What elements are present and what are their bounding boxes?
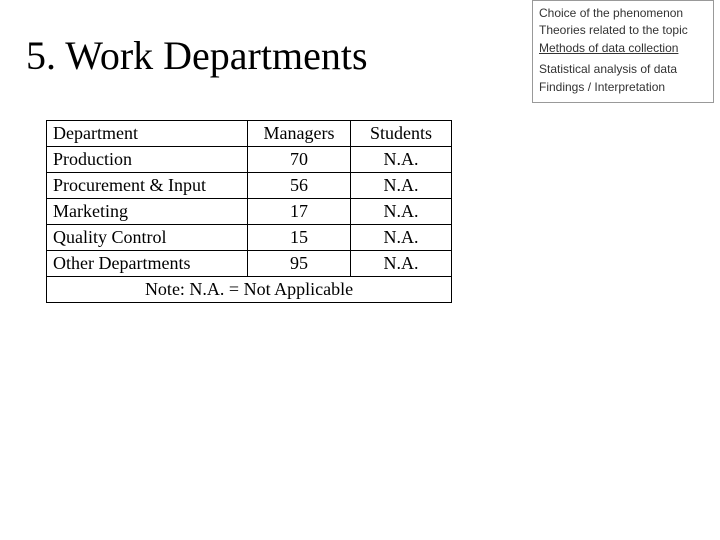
col-header-managers: Managers — [248, 121, 351, 147]
cell-students: N.A. — [351, 251, 452, 277]
cell-managers: 95 — [248, 251, 351, 277]
side-item: Statistical analysis of data — [539, 61, 707, 78]
table-row: Other Departments 95 N.A. — [47, 251, 452, 277]
table-row: Procurement & Input 56 N.A. — [47, 173, 452, 199]
side-box: Choice of the phenomenon Theories relate… — [532, 0, 714, 103]
side-item: Choice of the phenomenon — [539, 5, 707, 22]
cell-students: N.A. — [351, 173, 452, 199]
cell-students: N.A. — [351, 199, 452, 225]
table-row: Production 70 N.A. — [47, 147, 452, 173]
page-title: 5. Work Departments — [26, 32, 368, 79]
table-row: Marketing 17 N.A. — [47, 199, 452, 225]
table-row: Quality Control 15 N.A. — [47, 225, 452, 251]
col-header-department: Department — [47, 121, 248, 147]
col-header-students: Students — [351, 121, 452, 147]
departments-table-wrap: Department Managers Students Production … — [46, 120, 452, 303]
cell-managers: 15 — [248, 225, 351, 251]
cell-department: Other Departments — [47, 251, 248, 277]
side-item: Theories related to the topic — [539, 22, 707, 39]
cell-department: Production — [47, 147, 248, 173]
table-note: Note: N.A. = Not Applicable — [47, 277, 452, 303]
cell-students: N.A. — [351, 147, 452, 173]
departments-table: Department Managers Students Production … — [46, 120, 452, 303]
cell-department: Quality Control — [47, 225, 248, 251]
side-item: Findings / Interpretation — [539, 79, 707, 96]
cell-students: N.A. — [351, 225, 452, 251]
cell-managers: 56 — [248, 173, 351, 199]
table-note-row: Note: N.A. = Not Applicable — [47, 277, 452, 303]
side-item: Methods of data collection — [539, 40, 707, 57]
cell-managers: 70 — [248, 147, 351, 173]
cell-managers: 17 — [248, 199, 351, 225]
cell-department: Marketing — [47, 199, 248, 225]
table-header-row: Department Managers Students — [47, 121, 452, 147]
cell-department: Procurement & Input — [47, 173, 248, 199]
